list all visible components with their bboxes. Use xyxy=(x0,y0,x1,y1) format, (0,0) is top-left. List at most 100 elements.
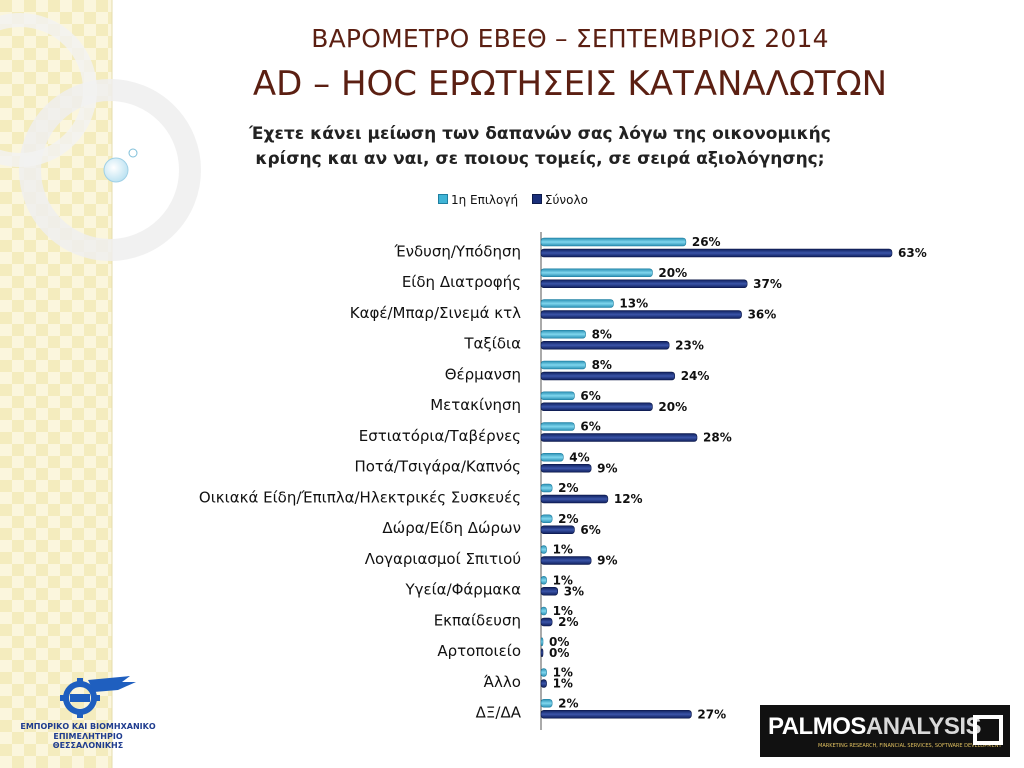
question-line-2: κρίσης και αν ναι, σε ποιους τομείς, σε … xyxy=(255,149,825,169)
data-label-first-choice: 8% xyxy=(592,327,612,341)
bar-total xyxy=(540,402,653,412)
bar-first-choice xyxy=(540,391,575,401)
bar-total xyxy=(540,494,609,504)
data-label-first-choice: 6% xyxy=(580,389,600,403)
data-label-first-choice: 2% xyxy=(558,696,578,710)
bar-total xyxy=(540,310,742,319)
title-line-1: ΒΑΡΟΜΕΤΡΟ ΕΒΕΘ – ΣΕΠΤΕΜΒΡΙΟΣ 2014 xyxy=(311,24,829,53)
bar-total xyxy=(540,617,553,627)
data-label-first-choice: 1% xyxy=(553,573,573,587)
palmos-brand-text: PALMOSANALYSIS xyxy=(768,713,982,741)
bar-first-choice xyxy=(540,483,553,493)
data-label-first-choice: 1% xyxy=(553,604,573,618)
chart-legend: 1η Επιλογή Σύνολο xyxy=(438,193,598,207)
category-label: Ένδυση/Υπόδηση xyxy=(393,242,521,260)
data-label-total: 12% xyxy=(614,492,643,506)
deco-ring-small xyxy=(0,13,97,167)
data-label-total: 63% xyxy=(898,246,927,260)
chamber-logo-line-2: ΕΠΙΜΕΛΗΤΗΡΙΟ ΘΕΣΣΑΛΟΝΙΚΗΣ xyxy=(52,732,124,750)
data-label-first-choice: 2% xyxy=(558,481,578,495)
category-label: Υγεία/Φάρμακα xyxy=(404,581,521,599)
bar-first-choice xyxy=(540,668,547,677)
bar-first-choice xyxy=(540,637,544,647)
data-label-total: 9% xyxy=(597,461,617,475)
legend-label-total: Σύνολο xyxy=(544,193,588,207)
category-label: Εστιατόρια/Ταβέρνες xyxy=(359,427,521,445)
category-label: Είδη Διατροφής xyxy=(402,273,521,291)
legend-item-first-choice: 1η Επιλογή xyxy=(438,193,518,207)
data-label-total: 2% xyxy=(558,615,578,629)
bar-total xyxy=(540,556,592,565)
data-label-first-choice: 8% xyxy=(592,358,612,372)
category-label: ΔΞ/ΔΑ xyxy=(476,704,522,722)
brand-part-2: ANALYSIS xyxy=(865,713,982,740)
deco-ring-large xyxy=(19,79,201,261)
bar-first-choice xyxy=(540,360,586,370)
deco-bubble xyxy=(103,157,129,183)
data-label-total: 36% xyxy=(748,308,777,322)
data-label-first-choice: 26% xyxy=(692,235,721,249)
bar-total xyxy=(540,679,547,688)
data-label-first-choice: 20% xyxy=(658,266,687,280)
bar-total xyxy=(540,586,559,596)
data-label-first-choice: 1% xyxy=(553,666,573,680)
brand-part-1: PALMOS xyxy=(768,713,866,740)
category-label: Δώρα/Είδη Δώρων xyxy=(382,519,521,537)
bar-first-choice xyxy=(540,422,575,431)
legend-item-total: Σύνολο xyxy=(531,193,588,207)
bar-total xyxy=(540,279,748,289)
bar-first-choice xyxy=(540,237,687,247)
bar-first-choice xyxy=(540,606,547,616)
bar-first-choice xyxy=(540,452,564,462)
bar-total xyxy=(540,709,692,719)
bar-total xyxy=(540,525,575,535)
data-label-first-choice: 1% xyxy=(553,543,573,557)
category-label: Ταξίδια xyxy=(463,335,521,353)
data-label-total: 23% xyxy=(675,338,704,352)
data-label-first-choice: 4% xyxy=(569,450,589,464)
category-label: Εκπαίδευση xyxy=(434,611,521,629)
bar-first-choice xyxy=(540,299,614,308)
bar-first-choice xyxy=(540,329,586,339)
bar-total xyxy=(540,371,676,381)
category-label: Καφέ/Μπαρ/Σινεμά κτλ xyxy=(350,304,521,322)
bar-first-choice xyxy=(540,545,547,554)
palmos-square-icon xyxy=(973,715,1003,745)
data-label-total: 9% xyxy=(597,554,617,568)
bar-total xyxy=(540,648,544,658)
category-label: Λογαριασμοί Σπιτιού xyxy=(365,550,521,568)
data-label-total: 28% xyxy=(703,431,732,445)
bar-total xyxy=(540,340,670,350)
data-label-total: 3% xyxy=(564,584,584,598)
legend-label-first-choice: 1η Επιλογή xyxy=(451,193,519,207)
data-label-total: 27% xyxy=(697,707,726,721)
bar-total xyxy=(540,248,893,258)
bar-total xyxy=(540,433,698,442)
bar-first-choice xyxy=(540,514,553,524)
bar-first-choice xyxy=(540,268,653,278)
data-label-total: 0% xyxy=(549,646,569,660)
data-label-total: 37% xyxy=(753,277,782,291)
palmos-analysis-logo: PALMOSANALYSIS MARKETING RESEARCH, FINAN… xyxy=(760,705,1010,757)
data-label-first-choice: 13% xyxy=(619,297,648,311)
data-label-first-choice: 0% xyxy=(549,635,569,649)
bar-first-choice xyxy=(540,698,553,708)
category-label: Άλλο xyxy=(484,673,521,691)
checkered-band xyxy=(0,0,112,768)
category-label: Μετακίνηση xyxy=(430,396,521,414)
title-line-2: AD – HOC ΕΡΩΤΗΣΕΙΣ ΚΑΤΑΝΑΛΩΤΩΝ xyxy=(252,64,888,104)
data-label-total: 1% xyxy=(553,677,573,691)
bar-total xyxy=(540,463,592,473)
legend-swatch-total xyxy=(531,194,542,204)
data-label-first-choice: 2% xyxy=(558,512,578,526)
category-label: Αρτοποιείο xyxy=(437,642,521,660)
category-label: Ποτά/Τσιγάρα/Καπνός xyxy=(354,458,521,476)
category-label: Οικιακά Είδη/Έπιπλα/Ηλεκτρικές Συσκευές xyxy=(199,488,521,506)
palmos-tagline: MARKETING RESEARCH, FINANCIAL SERVICES, … xyxy=(818,743,1002,749)
legend-swatch-first-choice xyxy=(438,194,448,204)
data-label-total: 20% xyxy=(658,400,687,414)
category-label: Θέρμανση xyxy=(445,365,521,383)
